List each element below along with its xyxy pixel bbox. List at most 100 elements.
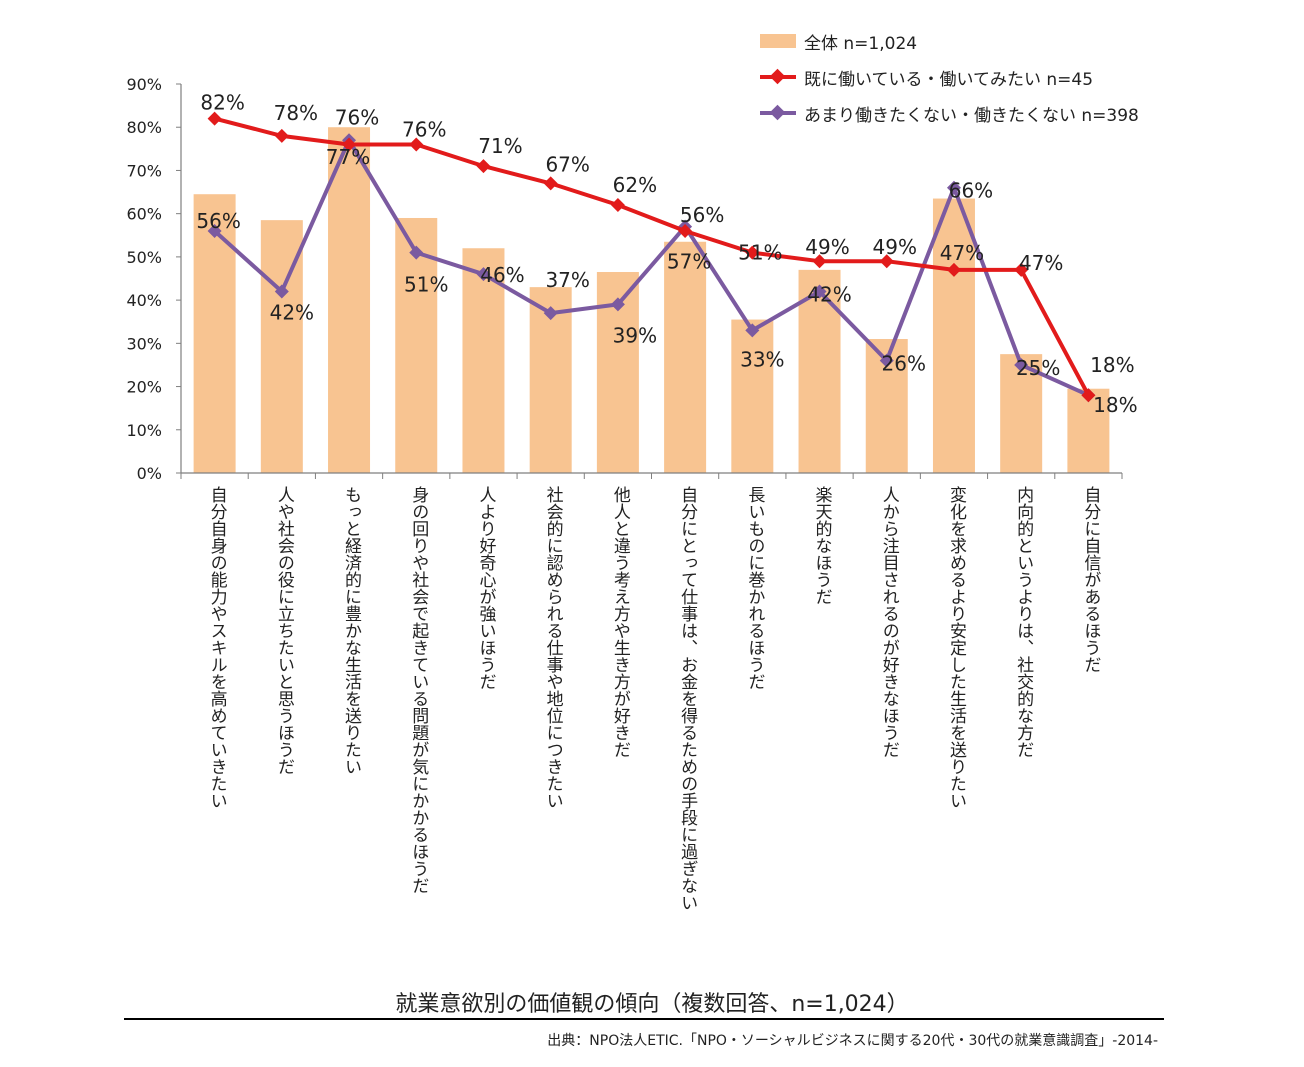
bar-overall-8 bbox=[731, 319, 774, 473]
data-label-s2-7: 57% bbox=[667, 250, 711, 274]
y-tick-label-2: 20% bbox=[126, 378, 162, 397]
legend-item-overall: 全体 n=1,024 bbox=[760, 28, 917, 54]
category-label-7: 自分にとって仕事は、お金を得るための手段に過ぎない bbox=[677, 486, 698, 911]
category-label-6: 他人と違う考え方や生き方が好きだ bbox=[609, 486, 630, 758]
category-label-11: 変化を求めるより安定した生活を送りたい bbox=[945, 486, 966, 809]
marker-s2-6 bbox=[610, 297, 625, 312]
marker-s1-6 bbox=[610, 198, 625, 213]
chart-title: 就業意欲別の価値観の傾向（複数回答、n=1,024） bbox=[395, 992, 909, 1017]
legend-item-willing: 既に働いている・働いてみたい n=45 bbox=[760, 64, 1093, 90]
marker-s1-4 bbox=[476, 159, 491, 174]
marker-s1-13 bbox=[1081, 388, 1096, 403]
marker-s2-4 bbox=[476, 267, 491, 282]
y-tick-label-7: 70% bbox=[126, 161, 162, 180]
category-label-13: 自分に自信があるほうだ bbox=[1080, 486, 1101, 673]
category-label-5: 社会的に認められる仕事や地位につきたい bbox=[542, 486, 563, 809]
data-label-s1-4: 71% bbox=[478, 134, 522, 158]
data-label-s2-13: 18% bbox=[1093, 393, 1137, 417]
data-label-s2-1: 42% bbox=[270, 300, 314, 324]
data-label-s2-12: 25% bbox=[1016, 356, 1060, 380]
source-note: 出典：NPO法人ETIC.「NPO・ソーシャルビジネスに関する20代・30代の就… bbox=[547, 1033, 1158, 1049]
marker-s2-11 bbox=[946, 180, 961, 195]
bar-overall-13 bbox=[1067, 388, 1110, 473]
data-label-s2-5: 37% bbox=[545, 268, 589, 292]
series-line-2 bbox=[213, 138, 1090, 398]
data-label-s2-11: 66% bbox=[949, 179, 993, 203]
marker-s2-0 bbox=[207, 223, 222, 238]
category-label-8: 長いものに巻かれるほうだ bbox=[744, 486, 765, 690]
y-tick-label-5: 50% bbox=[126, 248, 162, 267]
marker-s1-10 bbox=[879, 254, 894, 269]
data-label-s2-2: 77% bbox=[326, 145, 370, 169]
data-label-s1-9: 49% bbox=[805, 235, 849, 259]
data-label-s2-6: 39% bbox=[613, 323, 657, 347]
data-label-s2-9: 42% bbox=[807, 282, 851, 306]
y-tick-label-0: 0% bbox=[137, 464, 162, 483]
bar-overall-2 bbox=[328, 127, 371, 473]
y-tick-label-8: 80% bbox=[126, 118, 162, 137]
data-label-s1-2: 76% bbox=[335, 106, 379, 130]
marker-s1-5 bbox=[543, 176, 558, 191]
data-label-s1-8: 51% bbox=[738, 241, 782, 265]
legend-swatch-overall bbox=[760, 34, 796, 48]
data-label-s2-0: 56% bbox=[196, 209, 240, 233]
marker-s1-11 bbox=[946, 262, 961, 277]
legend-swatch-unwilling bbox=[760, 104, 796, 121]
y-tick-label-3: 30% bbox=[126, 334, 162, 353]
category-label-12: 内向的というよりは、社交的な方だ bbox=[1013, 486, 1034, 758]
marker-s2-1 bbox=[274, 284, 289, 299]
marker-s2-8 bbox=[745, 323, 760, 338]
y-tick-label-1: 10% bbox=[126, 421, 162, 440]
data-label-s1-7: 56% bbox=[680, 203, 724, 227]
line-layer bbox=[207, 111, 1096, 403]
marker-s2-12 bbox=[1014, 357, 1029, 372]
data-label-s2-10: 26% bbox=[882, 352, 926, 376]
marker-s1-12 bbox=[1014, 262, 1029, 277]
bar-overall-7 bbox=[664, 241, 707, 473]
marker-s1-1 bbox=[274, 128, 289, 143]
data-label-s2-4: 46% bbox=[480, 263, 524, 287]
legend-label-willing: 既に働いている・働いてみたい n=45 bbox=[804, 69, 1094, 90]
category-label-3: 身の回りや社会で起きている問題が気にかかるほうだ bbox=[408, 486, 429, 894]
legend-swatch-willing bbox=[760, 68, 796, 85]
marker-s1-2 bbox=[342, 137, 357, 152]
marker-s1-9 bbox=[812, 254, 827, 269]
axes: 0% 10% 20% 30% 40% 50% 60% 70% 80% 90% bbox=[126, 75, 1123, 483]
marker-s1-3 bbox=[409, 137, 424, 152]
data-label-s1-1: 78% bbox=[274, 101, 318, 125]
marker-s2-5 bbox=[543, 306, 558, 321]
data-label-s2-3: 51% bbox=[404, 273, 448, 297]
marker-s2-9 bbox=[812, 284, 827, 299]
bar-overall-0 bbox=[193, 194, 236, 473]
series-line-1 bbox=[214, 116, 1091, 397]
bar-overall-4 bbox=[462, 248, 505, 473]
category-label-4: 人より好奇心が強いほうだ bbox=[475, 486, 496, 690]
data-label-s1-13: 18% bbox=[1090, 353, 1134, 377]
data-label-s1-6: 62% bbox=[613, 173, 657, 197]
data-label-s1-11: 47% bbox=[940, 241, 984, 265]
data-label-s1-12: 47% bbox=[1019, 251, 1063, 275]
bar-overall-3 bbox=[395, 217, 438, 473]
legend-label-overall: 全体 n=1,024 bbox=[804, 33, 918, 54]
data-label-s2-8: 33% bbox=[740, 347, 784, 371]
bar-overall-11 bbox=[932, 198, 975, 474]
category-label-2: もっと経済的に豊かな生活を送りたい bbox=[341, 486, 362, 775]
y-tick-label-9: 90% bbox=[126, 75, 162, 94]
bar-overall-12 bbox=[1000, 354, 1043, 473]
legend-item-unwilling: あまり働きたくない・働きたくない n=398 bbox=[760, 100, 1139, 126]
y-tick-label-6: 60% bbox=[126, 205, 162, 224]
category-label-1: 人や社会の役に立ちたいと思うほうだ bbox=[273, 486, 294, 775]
data-label-s1-5: 67% bbox=[545, 152, 589, 176]
marker-s1-7 bbox=[678, 223, 693, 238]
legend-label-unwilling: あまり働きたくない・働きたくない n=398 bbox=[804, 105, 1139, 126]
y-tick-label-4: 40% bbox=[126, 291, 162, 310]
marker-s2-3 bbox=[409, 245, 424, 260]
category-label-10: 人から注目されるのが好きなほうだ bbox=[878, 486, 899, 758]
category-label-9: 楽天的なほうだ bbox=[811, 486, 832, 605]
data-label-s1-3: 76% bbox=[402, 118, 446, 142]
data-label-s1-10: 49% bbox=[873, 235, 917, 259]
marker-s1-8 bbox=[745, 245, 760, 260]
title-rule bbox=[124, 1018, 1164, 1020]
data-label-layer: 82% 78% 76% 76% 71% 67% 62% 56% 51% 49% 49% 47% 47% 1… bbox=[196, 91, 1137, 418]
